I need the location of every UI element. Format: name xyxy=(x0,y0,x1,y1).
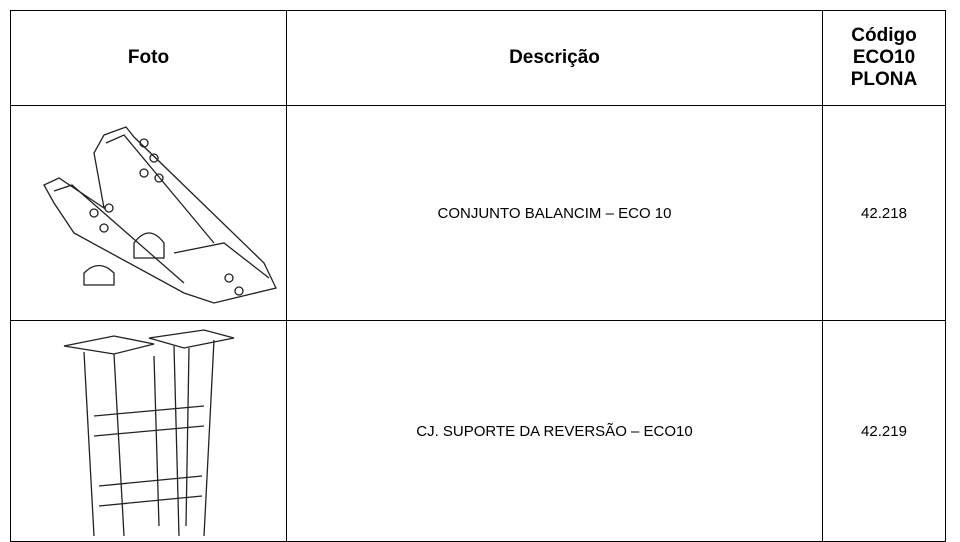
header-cell: Código ECO10 PLONA xyxy=(822,10,946,106)
header-cell: Foto xyxy=(10,10,287,106)
description-cell: CJ. SUPORTE DA REVERSÃO – ECO10 xyxy=(286,320,823,542)
part-drawing xyxy=(42,126,277,304)
part-drawing xyxy=(63,329,234,536)
header-row: Foto Descrição Código ECO10 PLONA xyxy=(10,10,946,106)
parts-table: Foto Descrição Código ECO10 PLONA CONJUN… xyxy=(10,10,946,542)
row: CJ. SUPORTE DA REVERSÃO – ECO10 42.219 xyxy=(10,320,946,542)
description-cell: CONJUNTO BALANCIM – ECO 10 xyxy=(286,105,823,321)
row: CONJUNTO BALANCIM – ECO 10 42.218 xyxy=(10,105,946,321)
page: Foto Descrição Código ECO10 PLONA CONJUN… xyxy=(10,10,946,542)
code-cell: 42.219 xyxy=(822,320,946,542)
photo-cell xyxy=(10,105,287,321)
header-line: Código xyxy=(851,25,917,46)
header-line: PLONA xyxy=(850,69,918,90)
header-line: ECO10 xyxy=(852,47,916,68)
header-cell: Descrição xyxy=(286,10,823,106)
photo-cell xyxy=(10,320,287,542)
code-cell: 42.218 xyxy=(822,105,946,321)
